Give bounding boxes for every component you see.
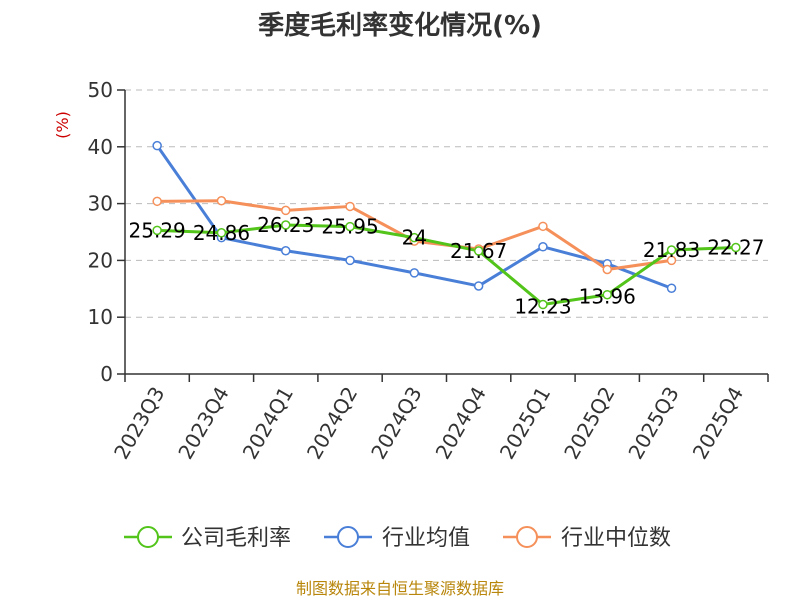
- legend-label: 行业中位数: [561, 526, 671, 551]
- data-point: [409, 268, 420, 278]
- y-tick-label: 10: [88, 305, 113, 329]
- data-label: 24.86: [193, 221, 250, 245]
- data-point: [666, 255, 677, 266]
- data-label: 22.27: [707, 236, 764, 260]
- data-labels: 25.29 24.86 26.23 25.95 24 21.67 12.23 13.96 21.…: [129, 213, 765, 319]
- data-point: [602, 264, 612, 275]
- data-point: [281, 245, 291, 256]
- legend-marker: [516, 526, 538, 548]
- data-label: 25.95: [321, 215, 378, 239]
- x-tick-label: 2024Q2: [302, 383, 362, 464]
- data-point: [345, 221, 355, 232]
- chart-title: 季度毛利率变化情况(%): [258, 10, 542, 41]
- series-line: [155, 144, 673, 290]
- x-tick-label: 2025Q4: [688, 383, 748, 464]
- data-point: [731, 242, 741, 253]
- x-tick-label: 2024Q3: [366, 383, 426, 464]
- x-tick-labels: 2023Q3 2023Q4 2024Q1 2024Q2 2024Q3 2024Q4 2025…: [109, 383, 748, 464]
- data-point: [538, 299, 548, 310]
- data-point: [602, 289, 612, 300]
- y-axis-label: (%): [53, 111, 72, 139]
- data-point: [473, 281, 484, 291]
- data-point: [538, 242, 548, 252]
- y-tick-label: 40: [88, 135, 113, 159]
- data-point: [538, 221, 548, 232]
- series-line: [157, 223, 736, 307]
- data-point: [216, 196, 227, 206]
- x-tick-label: 2025Q2: [559, 383, 619, 464]
- y-tick-labels: 0 10 20 30 40 50: [88, 78, 113, 386]
- y-tick-label: 0: [100, 362, 113, 386]
- data-label: 21.67: [450, 239, 507, 263]
- series-points: [152, 140, 741, 310]
- data-point: [152, 225, 162, 236]
- data-point: [152, 140, 162, 151]
- x-tick-label: 2025Q3: [623, 383, 683, 464]
- legend-label: 公司毛利率: [181, 526, 291, 551]
- y-tick-label: 20: [88, 248, 113, 272]
- data-label: 12.23: [514, 295, 571, 319]
- y-tick-label: 30: [88, 192, 113, 216]
- source-note: 制图数据来自恒生聚源数据库: [296, 579, 504, 598]
- data-point: [473, 246, 484, 256]
- x-tick-label: 2023Q3: [109, 383, 169, 464]
- legend-label: 行业均值: [382, 526, 470, 551]
- legend: 公司毛利率 行业均值 行业中位数: [124, 526, 671, 551]
- data-point: [345, 255, 355, 266]
- data-point: [666, 245, 677, 255]
- data-label: 21.83: [643, 238, 700, 262]
- x-tick-label: 2025Q1: [495, 383, 555, 464]
- x-tick-label: 2024Q4: [431, 383, 491, 464]
- legend-marker: [337, 526, 359, 548]
- data-label: 25.29: [129, 218, 186, 242]
- y-tick-label: 50: [88, 78, 113, 102]
- legend-marker: [137, 526, 159, 548]
- data-label: 24: [402, 226, 427, 250]
- data-point: [666, 283, 677, 293]
- data-point: [152, 196, 162, 207]
- data-label: 26.23: [257, 213, 314, 237]
- gridlines: [125, 89, 768, 318]
- x-tick-label: 2024Q1: [238, 383, 298, 464]
- axes: [117, 89, 769, 382]
- data-point: [281, 205, 291, 216]
- x-tick-label: 2023Q4: [173, 383, 233, 464]
- data-point: [409, 232, 420, 243]
- data-point: [281, 220, 291, 230]
- data-label: 13.96: [579, 285, 636, 309]
- data-point: [345, 201, 355, 212]
- data-point: [216, 228, 227, 238]
